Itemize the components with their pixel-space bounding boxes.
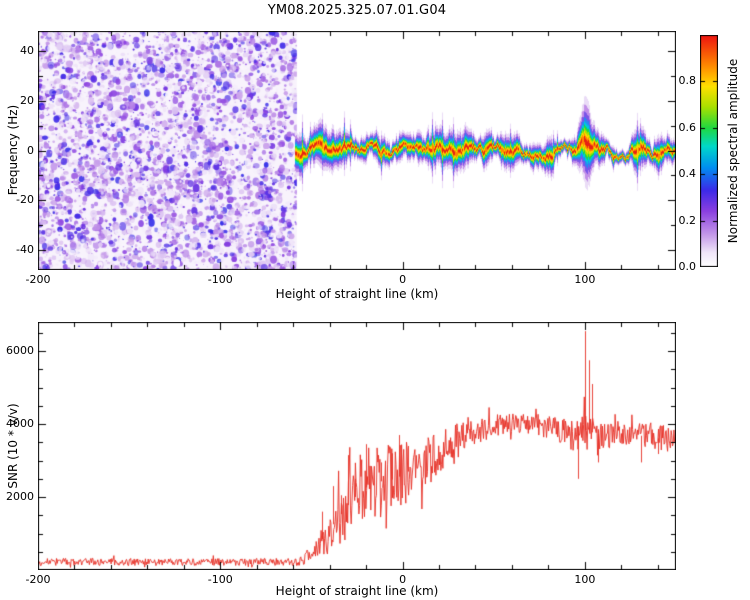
figure-title: YM08.2025.325.07.01.G04: [267, 3, 447, 18]
colorbar-canvas: [700, 35, 718, 267]
colorbar-tick-label: 0.2: [678, 213, 697, 227]
snr-x-tick-label: 0: [399, 573, 407, 586]
spectrogram-y-tick-label: 20: [20, 93, 34, 107]
snr-y-tick-label: 6000: [6, 344, 34, 358]
snr-x-tick-label: -100: [207, 573, 233, 586]
spectrogram-y-tick-label: -20: [16, 193, 34, 207]
colorbar-tick-label: 0.8: [678, 74, 697, 88]
spectrogram-x-tick-label: 100: [574, 273, 596, 286]
colorbar-tick-label: 0.6: [678, 120, 697, 134]
snr-x-tick-label: 100: [574, 573, 596, 586]
spectrogram-y-tick-label: 40: [20, 43, 34, 57]
spectrogram-canvas: [38, 31, 676, 270]
snr-y-tick-label: 4000: [6, 417, 34, 431]
snr-y-tick-label: 2000: [6, 490, 34, 504]
spectrogram-y-tick-label: 0: [27, 143, 34, 157]
spectrogram-y-tick-label: -40: [16, 243, 34, 257]
snr-xaxis-label: Height of straight line (km): [275, 584, 439, 598]
colorbar-tick-label: 0.0: [678, 260, 697, 273]
spectrogram-x-tick-label: -100: [207, 273, 233, 286]
snr-x-tick-label: -200: [25, 573, 51, 586]
spectrogram-x-tick-label: 0: [399, 273, 407, 286]
spectrogram-x-tick-label: -200: [25, 273, 51, 286]
spectrogram-xaxis-label: Height of straight line (km): [275, 287, 439, 301]
colorbar-tick-label: 0.4: [678, 167, 697, 181]
snr-canvas: [38, 322, 676, 570]
